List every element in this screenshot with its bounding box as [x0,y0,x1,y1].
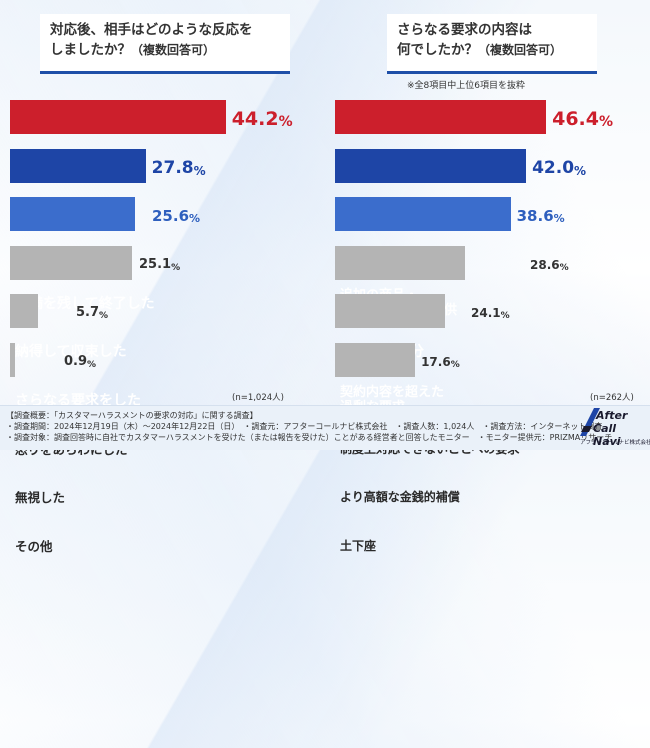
question-left: 対応後、相手はどのような反応を しましたか？（複数回答可） [40,14,290,74]
chart-right: さらなる要求の内容は 何でしたか？（複数回答可） ※全8項目中上位6項目を抜粋 … [325,0,650,553]
bar-label-left-2: さらなる要求をした [15,392,141,409]
bar-value-unit: % [450,359,460,370]
bar-left-4 [10,294,38,328]
logo-text-after: After [596,409,628,422]
logo-mark-icon [580,408,600,436]
bar-value-right-0: 46.4% [552,100,613,134]
question-left-suffix: （複数回答可） [131,43,216,57]
question-right-line1: さらなる要求の内容は [397,22,532,38]
bar-left-3 [10,245,133,280]
question-right-suffix: （複数回答可） [478,43,563,57]
bar-value-number: 27.8 [151,157,194,178]
bar-left-5 [10,342,15,377]
footer-line3: ・調査対象：調査回答時に自社でカスタマーハラスメントを受けた（または報告を受けた… [6,433,613,442]
bar-value-number: 25.1 [139,256,172,272]
bar-value-number: 28.6 [530,257,560,272]
bar-value-left-1: 27.8% [152,149,206,183]
bar-left-1 [10,148,146,183]
after-call-navi-logo: After Call Navi アフターコールナビ株式会社 [580,408,650,448]
bar-value-unit: % [599,114,614,130]
bar-right-0 [335,100,547,134]
question-right-line2: 何でしたか？ [397,42,478,58]
bar-value-unit: % [500,311,510,321]
bar-label-left-0: 不満を残して終了した [15,295,155,312]
bar-value-left-4: 5.7% [76,294,108,328]
question-right: さらなる要求の内容は 何でしたか？（複数回答可） [387,14,597,74]
bar-label-left-1: 納得して収束した [15,344,127,360]
bar-value-left-3: 25.1% [139,246,180,280]
bar-value-number: 25.6 [152,207,190,225]
footer-line2: ・調査期間：2024年12月19日（木）～2024年12月22日（日） ・調査元… [6,422,603,431]
bar-right-5 [335,342,416,377]
bar-value-unit: % [99,311,109,321]
bar-value-number: 24.1 [471,306,501,320]
bar-value-right-1: 42.0% [532,149,586,183]
bar-value-left-2: 25.6% [152,197,200,231]
bar-value-unit: % [189,212,201,225]
bar-value-number: 38.6 [516,207,554,225]
bar-label-right-5: 土下座 [340,538,377,553]
bar-value-number: 42.0 [532,157,575,178]
bar-value-number: 44.2 [231,108,279,130]
bar-right-1 [335,148,527,183]
bar-value-left-5: 0.9% [64,343,96,377]
note-top6: ※全8項目中上位6項目を抜粋 [407,81,525,91]
bar-value-number: 5.7 [76,305,100,320]
bar-label-line1: 契約内容を超えた [340,384,445,400]
bar-left-0 [10,100,226,134]
bar-left-2 [10,197,135,231]
footer-line1: 【調査概要：「カスタマーハラスメントの要求の対応」に関する調査】 [6,411,258,420]
bar-right-3 [335,245,466,280]
bar-label-left-5: その他 [15,538,53,554]
bar-right-4 [335,294,445,328]
bar-value-unit: % [553,212,565,225]
sample-size-right: (n=262人) [590,393,634,403]
bar-value-unit: % [193,163,206,178]
bar-value-unit: % [278,114,293,130]
sample-size-left: (n=1,024人) [232,393,284,403]
logo-text-company: アフターコールナビ株式会社 [580,440,650,446]
bar-value-right-5: 17.6% [421,343,460,377]
chart-left: 対応後、相手はどのような反応を しましたか？（複数回答可） 不満を残して終了した… [0,0,325,554]
bar-value-unit: % [171,262,181,273]
bar-value-number: 0.9 [64,353,88,369]
bar-value-unit: % [574,163,587,178]
bar-value-number: 17.6 [421,354,451,369]
bar-value-number: 46.4 [552,108,599,130]
bar-value-right-4: 24.1% [471,294,510,328]
bar-value-right-2: 38.6% [517,197,565,231]
bar-value-unit: % [559,262,569,273]
bar-value-left-0: 44.2% [232,100,293,134]
bar-value-unit: % [87,359,97,370]
question-left-line1: 対応後、相手はどのような反応を [50,22,253,38]
bar-right-2 [335,197,511,231]
question-left-line2: しましたか？ [50,42,131,58]
logo-text-callnavi: Call Navi [593,422,621,448]
survey-footer: 【調査概要：「カスタマーハラスメントの要求の対応」に関する調査】 ・調査期間：2… [0,405,650,450]
bar-value-right-3: 28.6% [530,246,569,280]
